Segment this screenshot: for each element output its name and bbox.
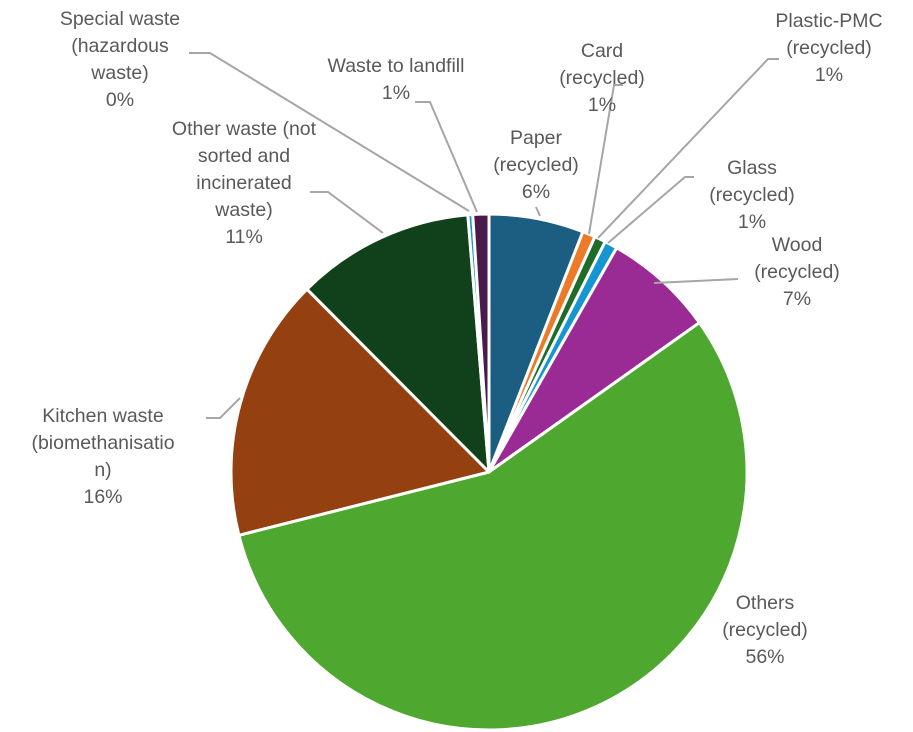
data-label-percent: 1% [738,211,766,233]
data-label-line: (recycled) [722,619,808,641]
data-label-percent: 11% [225,226,263,248]
data-label-line: Glass [727,157,777,179]
data-label-line: sorted and [198,145,290,167]
data-label-line: Card [581,40,623,62]
leader-line-card [588,84,623,235]
data-label-percent: 1% [588,94,616,116]
data-label-special-waste: Special waste (hazardous waste) 0% [60,8,180,111]
leader-line-other-waste-not [310,191,384,234]
data-label-waste-to-landfill: Waste to landfill 1% [328,55,465,104]
data-label-glass: Glass (recycled) 1% [709,157,795,233]
leader-line-plastic-pmc [597,58,779,239]
data-label-percent: 56% [745,646,784,668]
data-label-line: (recycled) [786,37,872,59]
pie-slices [229,212,749,732]
data-label-line: n) [94,459,111,481]
leader-line-wood [653,278,739,284]
data-label-line: Plastic-PMC [775,10,882,32]
data-label-line: Other waste (not [172,118,317,140]
data-label-line: Wood [772,234,823,256]
data-label-line: Paper [510,127,563,149]
leader-line-waste-to-landfill [415,101,478,213]
data-label-other-waste-not: Other waste (not sorted and incinerated was… [172,118,317,248]
pie-slice-kitchen-waste [229,287,491,537]
data-label-card: Card (recycled) 1% [559,40,645,116]
data-label-line: (recycled) [754,261,840,283]
data-label-percent: 6% [522,181,550,203]
pie-slice-other-waste-not [305,213,491,474]
data-label-plastic-pmc: Plastic-PMC (recycled) 1% [775,10,882,86]
data-label-line: (recycled) [559,67,645,89]
leader-line-kitchen-waste [206,397,241,419]
leader-line-glass [607,176,694,244]
data-label-line: Others [736,592,795,614]
pie-slice-waste-to-landfill [471,212,491,474]
data-label-line: waste) [90,62,148,84]
data-label-percent: 16% [83,486,122,508]
data-label-percent: 7% [783,288,811,310]
data-label-percent: 1% [382,82,410,104]
data-label-line: (recycled) [493,154,579,176]
data-label-line: (recycled) [709,184,795,206]
data-label-line: incinerated [196,172,291,194]
data-label-line: (biomethanisatio [31,432,174,454]
data-label-others: Others (recycled) 56% [722,592,808,668]
leader-line-special-waste [189,52,470,212]
leader-lines [189,52,779,419]
data-label-line: (hazardous [71,35,169,57]
data-label-paper: Paper (recycled) 6% [493,127,579,203]
pie-slice-others [237,321,749,732]
data-label-percent: 0% [106,89,134,111]
data-label-wood: Wood (recycled) 7% [754,234,840,310]
data-labels: Paper (recycled) 6%Card (recycled) 1%Plastic… [31,8,882,668]
leader-line-paper [535,206,541,217]
data-label-percent: 1% [815,64,843,86]
data-label-line: Waste to landfill [328,55,465,77]
data-label-kitchen-waste: Kitchen waste (biomethanisatio n) 16% [31,405,174,508]
data-label-line: Kitchen waste [42,405,163,427]
data-label-line: waste) [214,199,272,221]
pie-slice-wood [487,246,701,474]
data-label-line: Special waste [60,8,180,30]
